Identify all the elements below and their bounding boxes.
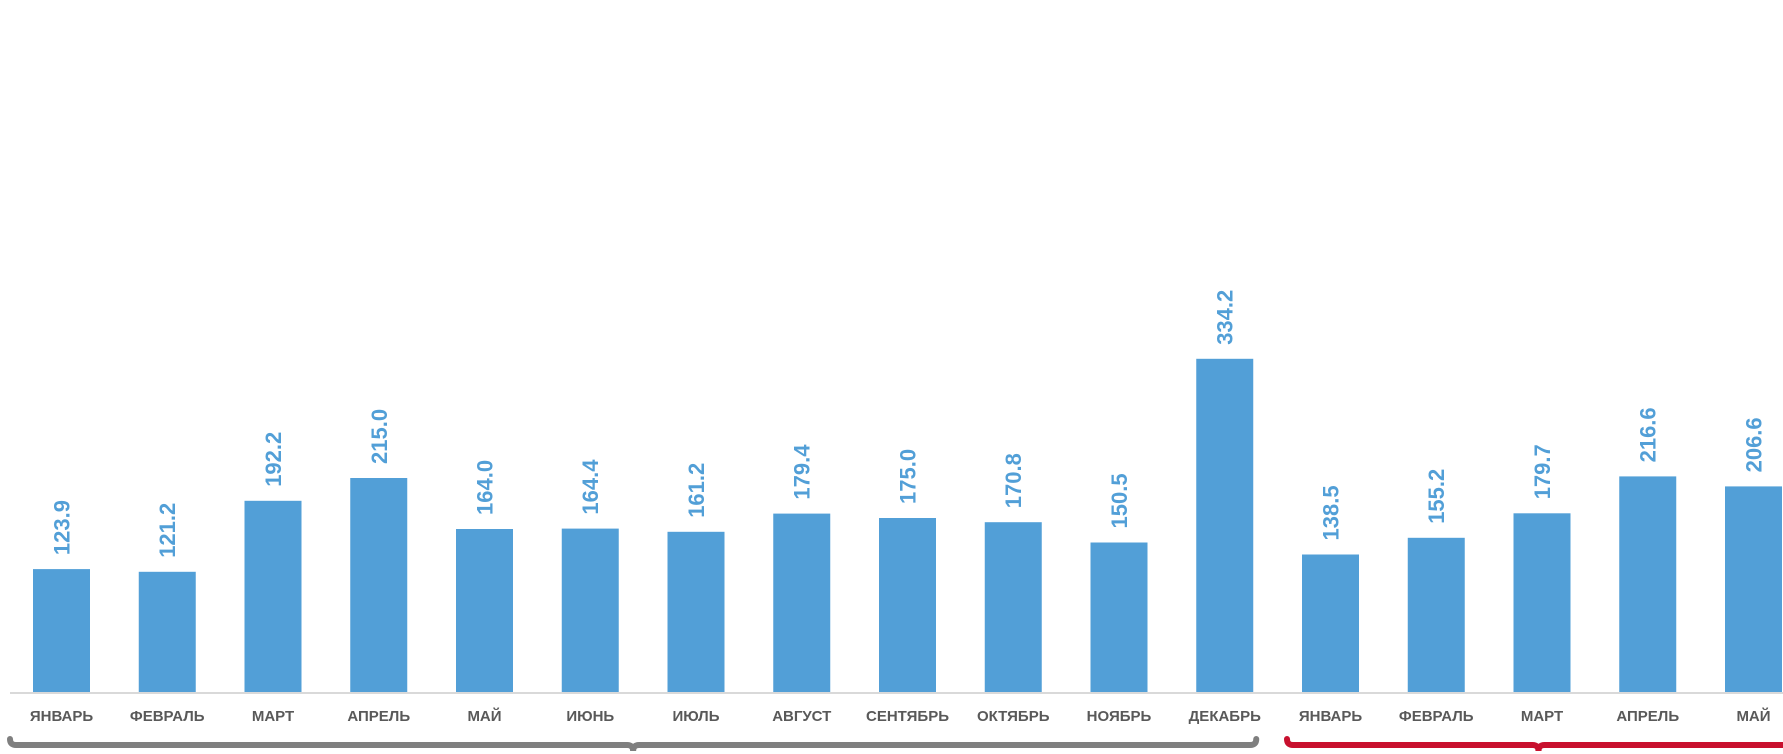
x-tick-label-10: ОКТЯБРЬ	[977, 708, 1050, 725]
bar-value-label-13: 138.5	[1319, 485, 1344, 540]
x-tick-label-2: ФЕВРАЛЬ	[130, 708, 205, 725]
bar-15	[1513, 513, 1571, 693]
bar-1	[33, 569, 90, 693]
x-tick-label-1: ЯНВАРЬ	[30, 708, 94, 725]
bar-value-label-14: 155.2	[1424, 469, 1449, 524]
bar-6	[561, 528, 619, 693]
bar-value-label-16: 216.6	[1636, 407, 1661, 462]
x-tick-label-6: ИЮНЬ	[566, 708, 614, 725]
bar-13	[1302, 554, 1359, 693]
x-tick-label-17: МАЙ	[1736, 707, 1770, 725]
x-tick-label-12: ДЕКАБРЬ	[1189, 708, 1261, 725]
bar-value-label-15: 179.7	[1530, 444, 1555, 499]
x-tick-label-16: АПРЕЛЬ	[1616, 708, 1679, 725]
x-tick-label-3: МАРТ	[252, 708, 294, 725]
bar-14	[1407, 537, 1465, 693]
bar-value-label-4: 215.0	[367, 409, 392, 464]
x-tick-label-13: ЯНВАРЬ	[1299, 708, 1363, 725]
bar-value-label-9: 175.0	[896, 449, 921, 504]
bar-value-label-3: 192.2	[261, 432, 286, 487]
period-bracket-2	[1284, 736, 1783, 752]
bar-value-label-6: 164.4	[578, 459, 603, 515]
x-tick-label-15: МАРТ	[1521, 708, 1563, 725]
bar-value-label-12: 334.2	[1213, 290, 1238, 345]
bar-12	[1196, 358, 1254, 693]
x-tick-label-4: АПРЕЛЬ	[347, 708, 410, 725]
value-labels-layer: 123.9 121.2 192.2 215.0 164.0 164.4 161.2 179.4…	[50, 290, 1767, 558]
x-tick-label-8: АВГУСТ	[772, 708, 831, 725]
bar-value-label-11: 150.5	[1107, 473, 1132, 528]
bar-11	[1090, 542, 1148, 693]
bar-9	[879, 518, 936, 693]
bar-value-label-10: 170.8	[1001, 453, 1026, 508]
bar-4	[350, 478, 408, 693]
bar-7	[667, 531, 725, 693]
bar-10	[984, 522, 1042, 693]
bar-value-label-2: 121.2	[155, 503, 180, 558]
bar-value-label-8: 179.4	[790, 444, 815, 500]
x-tick-label-9: СЕНТЯБРЬ	[866, 708, 949, 725]
bar-17	[1725, 486, 1782, 693]
period-bracket-1	[7, 736, 1260, 752]
bar-16	[1619, 476, 1677, 693]
period-brackets-layer	[7, 736, 1783, 752]
bar-3	[244, 500, 302, 693]
bars-layer	[33, 358, 1782, 693]
x-tick-label-7: ИЮЛЬ	[673, 708, 720, 725]
x-tick-label-14: ФЕВРАЛЬ	[1399, 708, 1474, 725]
bar-5	[456, 529, 513, 693]
x-tick-label-11: НОЯБРЬ	[1087, 708, 1152, 725]
bar-value-label-7: 161.2	[684, 463, 709, 518]
bar-2	[138, 571, 196, 693]
bar-value-label-17: 206.6	[1742, 417, 1767, 472]
x-tick-label-5: МАЙ	[467, 707, 501, 725]
bar-8	[773, 513, 831, 693]
bar-value-label-5: 164.0	[473, 460, 498, 515]
bar-value-label-1: 123.9	[50, 500, 75, 555]
x-tick-labels-layer: ЯНВАРЬ ФЕВРАЛЬ МАРТ АПРЕЛЬ МАЙ ИЮНЬ ИЮЛЬ АВГУСТ…	[30, 707, 1771, 725]
